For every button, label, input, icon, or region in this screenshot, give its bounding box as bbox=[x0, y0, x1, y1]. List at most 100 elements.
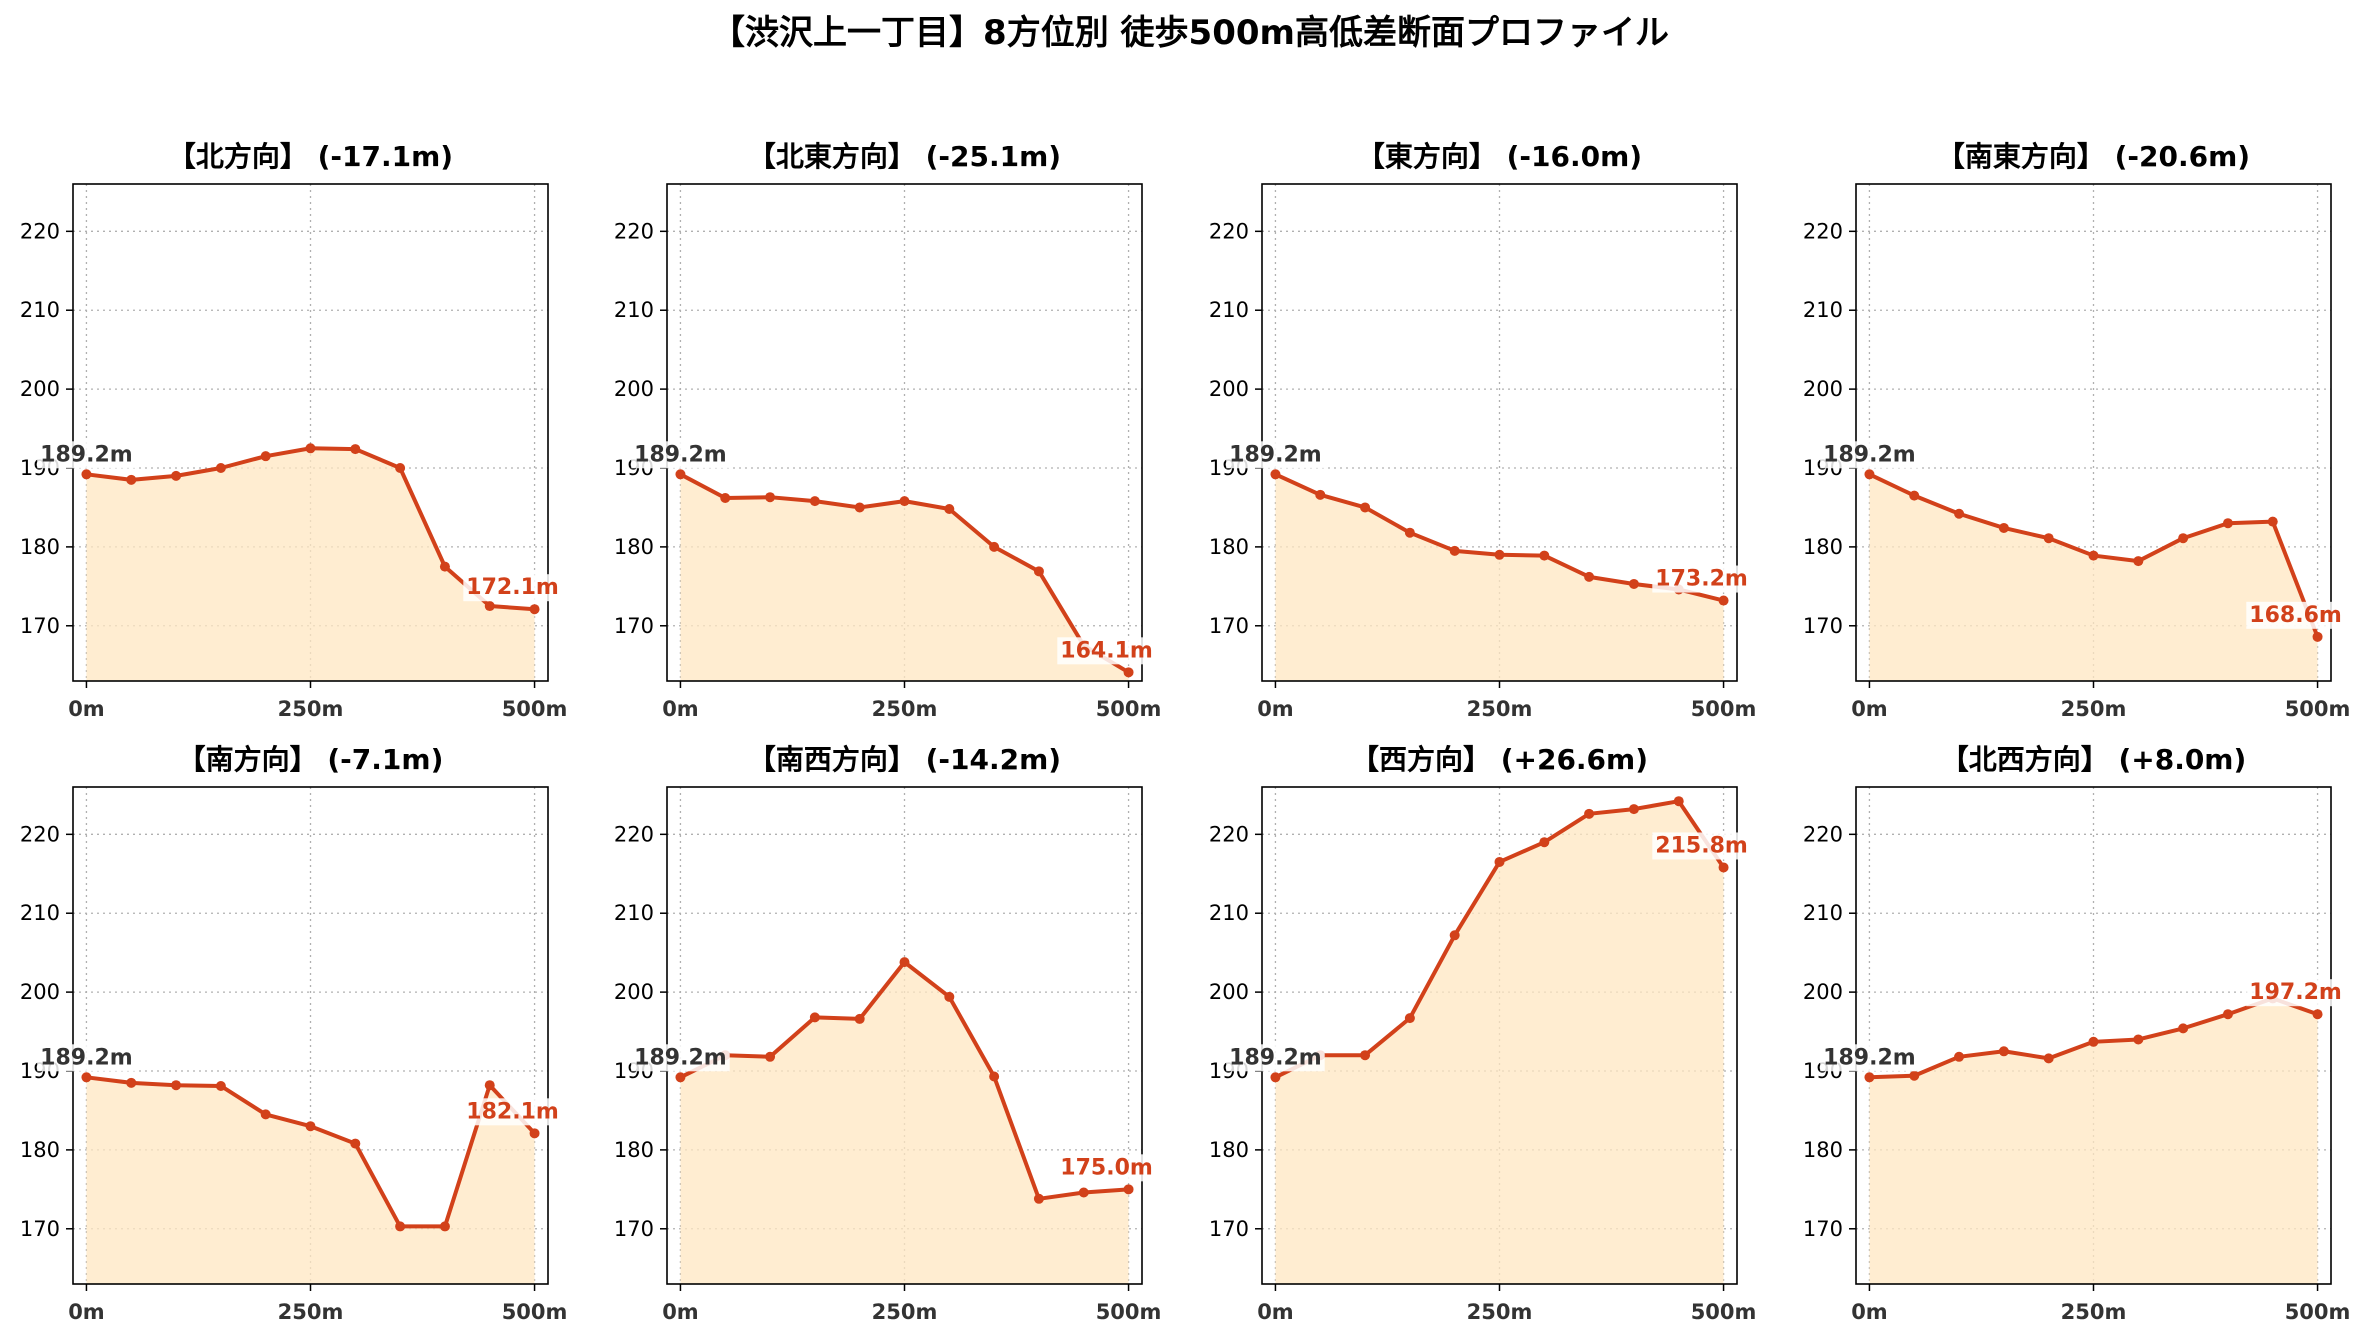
data-point bbox=[720, 492, 731, 503]
elevation-area bbox=[680, 962, 1129, 1284]
y-tick-label: 200 bbox=[20, 377, 60, 401]
panel-6: 【西方向】 (+26.6m)1701801902002102200m250m50… bbox=[1209, 743, 1757, 1324]
data-point bbox=[171, 1080, 182, 1091]
start-elevation-label: 189.2m bbox=[40, 1045, 133, 1070]
end-elevation-label: 215.8m bbox=[1655, 833, 1748, 858]
x-tick-label: 0m bbox=[1851, 1300, 1888, 1324]
data-point bbox=[1628, 578, 1639, 589]
panel-2: 【東方向】 (-16.0m)1701801902002102200m250m50… bbox=[1209, 140, 1757, 721]
y-tick-label: 170 bbox=[1209, 614, 1249, 638]
x-tick-label: 250m bbox=[278, 1300, 344, 1324]
y-tick-label: 170 bbox=[20, 614, 60, 638]
elevation-area bbox=[680, 474, 1129, 681]
panel-7: 【北西方向】 (+8.0m)1701801902002102200m250m50… bbox=[1803, 743, 2351, 1324]
data-point bbox=[439, 561, 450, 572]
y-tick-label: 210 bbox=[20, 298, 60, 322]
y-tick-label: 220 bbox=[1803, 822, 1843, 846]
y-tick-label: 170 bbox=[1803, 614, 1843, 638]
y-tick-label: 180 bbox=[20, 1138, 60, 1162]
data-point bbox=[899, 957, 910, 968]
data-point bbox=[260, 451, 271, 462]
start-elevation-label: 189.2m bbox=[1229, 442, 1322, 467]
data-point bbox=[2043, 1053, 2054, 1064]
x-tick-label: 0m bbox=[662, 697, 699, 721]
panel-title: 【北東方向】 (-25.1m) bbox=[748, 140, 1061, 173]
data-point bbox=[854, 1013, 865, 1024]
y-tick-label: 210 bbox=[1803, 901, 1843, 925]
start-elevation-label: 189.2m bbox=[1823, 442, 1916, 467]
y-tick-label: 210 bbox=[20, 901, 60, 925]
data-point bbox=[484, 601, 495, 612]
data-point bbox=[765, 492, 776, 503]
y-tick-label: 200 bbox=[1803, 980, 1843, 1004]
start-label-background bbox=[1226, 441, 1325, 469]
x-tick-label: 500m bbox=[1691, 697, 1757, 721]
x-tick-label: 250m bbox=[1467, 1300, 1533, 1324]
x-tick-label: 500m bbox=[502, 1300, 568, 1324]
data-point bbox=[1539, 837, 1550, 848]
start-elevation-label: 189.2m bbox=[40, 442, 133, 467]
panel-title: 【南東方向】 (-20.6m) bbox=[1937, 140, 2250, 173]
elevation-area bbox=[1869, 998, 2318, 1284]
end-label-background bbox=[1652, 565, 1751, 593]
data-point bbox=[1673, 796, 1684, 807]
data-point bbox=[1539, 550, 1550, 561]
data-point bbox=[215, 1080, 226, 1091]
data-point bbox=[1998, 1046, 2009, 1057]
data-point bbox=[1494, 549, 1505, 560]
x-tick-label: 250m bbox=[872, 697, 938, 721]
y-tick-label: 210 bbox=[1209, 901, 1249, 925]
end-label-background bbox=[463, 1098, 562, 1126]
y-tick-label: 220 bbox=[614, 822, 654, 846]
data-point bbox=[1123, 667, 1134, 678]
start-label-background bbox=[631, 441, 730, 469]
data-point bbox=[439, 1221, 450, 1232]
y-tick-label: 170 bbox=[614, 614, 654, 638]
end-elevation-label: 172.1m bbox=[466, 575, 559, 600]
data-point bbox=[1909, 490, 1920, 501]
data-point bbox=[1954, 1051, 1965, 1062]
data-point bbox=[809, 496, 820, 507]
panel-title: 【西方向】 (+26.6m) bbox=[1351, 743, 1648, 776]
data-point bbox=[484, 1080, 495, 1091]
y-tick-label: 210 bbox=[1209, 298, 1249, 322]
data-point bbox=[1494, 856, 1505, 867]
x-tick-label: 500m bbox=[2285, 1300, 2351, 1324]
y-tick-label: 210 bbox=[614, 298, 654, 322]
panel-title: 【東方向】 (-16.0m) bbox=[1357, 140, 1642, 173]
data-point bbox=[305, 1121, 316, 1132]
data-point bbox=[1270, 1072, 1281, 1083]
data-point bbox=[2043, 533, 2054, 544]
start-label-background bbox=[37, 1044, 136, 1072]
x-tick-label: 250m bbox=[1467, 697, 1533, 721]
data-point bbox=[2088, 550, 2099, 561]
y-tick-label: 210 bbox=[1803, 298, 1843, 322]
data-point bbox=[899, 496, 910, 507]
y-tick-label: 220 bbox=[1209, 219, 1249, 243]
y-tick-label: 180 bbox=[1209, 1138, 1249, 1162]
panel-3: 【南東方向】 (-20.6m)1701801902002102200m250m5… bbox=[1803, 140, 2351, 721]
data-point bbox=[944, 991, 955, 1002]
panel-1: 【北東方向】 (-25.1m)1701801902002102200m250m5… bbox=[614, 140, 1162, 721]
data-point bbox=[2178, 533, 2189, 544]
y-tick-label: 200 bbox=[1803, 377, 1843, 401]
end-label-background bbox=[1057, 637, 1156, 665]
data-point bbox=[1315, 489, 1326, 500]
panel-4: 【南方向】 (-7.1m)1701801902002102200m250m500… bbox=[20, 743, 568, 1324]
data-point bbox=[989, 1071, 1000, 1082]
data-point bbox=[1718, 595, 1729, 606]
panels-grid: 【北方向】 (-17.1m)1701801902002102200m250m50… bbox=[20, 140, 2351, 1324]
data-point bbox=[1584, 571, 1595, 582]
y-tick-label: 180 bbox=[1209, 535, 1249, 559]
data-point bbox=[944, 504, 955, 515]
data-point bbox=[81, 1072, 92, 1083]
data-point bbox=[809, 1012, 820, 1023]
x-tick-label: 500m bbox=[1096, 697, 1162, 721]
data-point bbox=[1628, 804, 1639, 815]
end-label-background bbox=[463, 574, 562, 602]
data-point bbox=[215, 463, 226, 473]
data-point bbox=[2222, 1009, 2233, 1020]
data-point bbox=[126, 1077, 137, 1088]
data-point bbox=[1360, 1050, 1371, 1061]
x-tick-label: 500m bbox=[1691, 1300, 1757, 1324]
